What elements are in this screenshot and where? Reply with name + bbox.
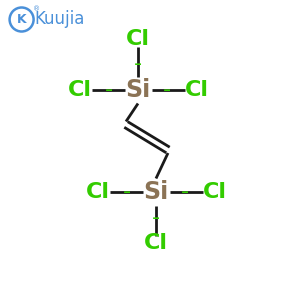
Text: -: - [152,208,160,228]
Text: Cl: Cl [184,80,208,100]
Text: Cl: Cl [85,182,109,202]
Text: Cl: Cl [202,182,226,202]
Text: Kuujia: Kuujia [34,11,84,28]
Text: Cl: Cl [68,80,92,100]
Text: Si: Si [143,180,169,204]
Text: Cl: Cl [144,233,168,253]
Text: -: - [104,80,113,100]
Text: -: - [181,182,190,202]
Text: -: - [163,80,172,100]
Text: Si: Si [125,78,151,102]
Text: ®: ® [33,6,40,12]
Text: -: - [122,182,131,202]
Text: -: - [134,54,142,74]
Text: Cl: Cl [126,29,150,49]
Text: K: K [17,13,26,26]
